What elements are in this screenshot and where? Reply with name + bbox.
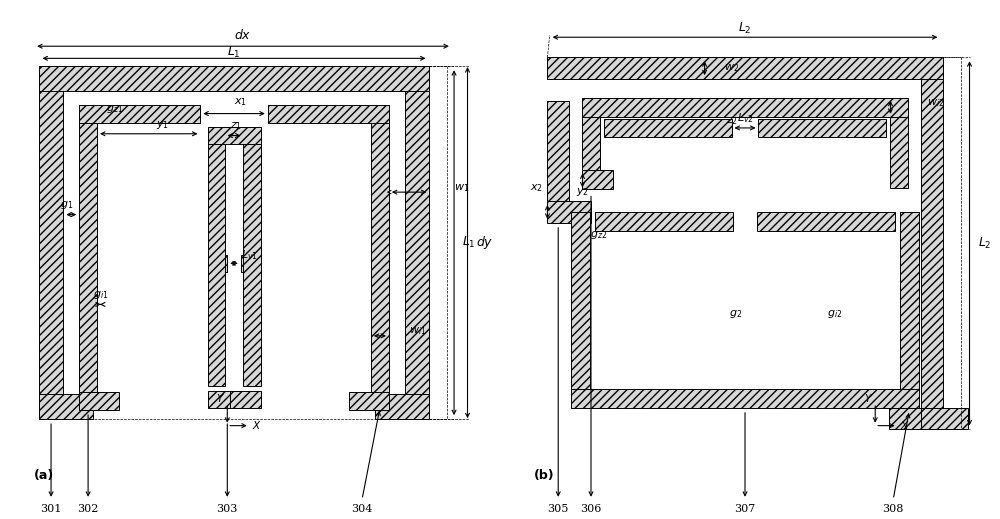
Bar bbox=[225, 255, 227, 272]
Text: $g_{i1}$: $g_{i1}$ bbox=[93, 289, 108, 301]
Text: 303: 303 bbox=[217, 504, 238, 514]
Text: $X$: $X$ bbox=[252, 419, 261, 431]
Bar bbox=[758, 119, 886, 137]
Bar bbox=[405, 91, 429, 394]
Bar bbox=[604, 119, 732, 137]
Bar bbox=[900, 212, 919, 389]
Bar bbox=[547, 101, 569, 201]
Text: $L_2$: $L_2$ bbox=[978, 236, 992, 251]
Text: $L_2$: $L_2$ bbox=[738, 21, 752, 36]
Text: $Y$: $Y$ bbox=[864, 392, 873, 404]
Text: $g_{i2}$: $g_{i2}$ bbox=[827, 308, 842, 320]
Text: $g_{z2}$: $g_{z2}$ bbox=[590, 229, 607, 241]
Bar bbox=[39, 66, 429, 91]
Text: $L_{v2}$: $L_{v2}$ bbox=[737, 111, 753, 125]
Bar bbox=[571, 212, 590, 389]
Text: $L_1$: $L_1$ bbox=[462, 235, 475, 250]
Bar bbox=[349, 392, 389, 410]
Text: (b): (b) bbox=[534, 469, 555, 482]
Bar bbox=[208, 127, 261, 144]
Bar bbox=[547, 201, 591, 223]
Bar bbox=[375, 394, 429, 419]
Text: 302: 302 bbox=[77, 504, 99, 514]
Bar bbox=[79, 392, 119, 410]
Text: $L_{v1}$: $L_{v1}$ bbox=[241, 248, 258, 262]
Text: $g_2$: $g_2$ bbox=[729, 308, 743, 320]
Text: 301: 301 bbox=[40, 504, 62, 514]
Bar bbox=[243, 144, 261, 386]
Text: $z_1$: $z_1$ bbox=[230, 120, 242, 132]
Text: $w_2$: $w_2$ bbox=[724, 62, 739, 74]
Text: 308: 308 bbox=[882, 504, 904, 514]
Text: 306: 306 bbox=[580, 504, 602, 514]
Bar bbox=[571, 389, 919, 408]
Bar bbox=[889, 408, 943, 429]
Bar bbox=[921, 79, 943, 408]
Text: $x_2$: $x_2$ bbox=[530, 182, 543, 194]
Bar bbox=[241, 255, 243, 272]
Text: $z_2$: $z_2$ bbox=[726, 115, 738, 127]
Bar bbox=[230, 391, 261, 408]
Bar bbox=[582, 98, 908, 117]
Bar bbox=[921, 408, 968, 429]
Text: $w_1$: $w_1$ bbox=[454, 182, 469, 194]
Bar bbox=[757, 212, 895, 231]
Bar bbox=[39, 394, 93, 419]
Bar bbox=[595, 212, 733, 231]
Bar bbox=[890, 117, 908, 188]
Text: $w_{i1}$: $w_{i1}$ bbox=[409, 325, 427, 337]
Text: $dy$: $dy$ bbox=[476, 234, 494, 251]
Text: $y_2$: $y_2$ bbox=[576, 186, 589, 198]
Bar bbox=[582, 117, 600, 170]
Text: $w_{i2}$: $w_{i2}$ bbox=[927, 97, 944, 108]
Bar bbox=[79, 122, 97, 392]
Text: $g_1$: $g_1$ bbox=[60, 199, 73, 211]
Text: (a): (a) bbox=[34, 469, 54, 482]
Bar bbox=[79, 105, 200, 122]
Text: $Y$: $Y$ bbox=[216, 392, 225, 404]
Bar bbox=[208, 391, 238, 408]
Text: $L_1$: $L_1$ bbox=[227, 45, 241, 60]
Bar bbox=[39, 91, 63, 394]
Text: $g_{z1}$: $g_{z1}$ bbox=[106, 103, 124, 115]
Text: $dx$: $dx$ bbox=[234, 28, 252, 42]
Bar bbox=[371, 122, 389, 392]
Bar bbox=[208, 144, 225, 386]
Text: $x_1$: $x_1$ bbox=[234, 97, 247, 108]
Text: $y_1$: $y_1$ bbox=[156, 119, 169, 131]
Bar bbox=[582, 170, 613, 188]
Bar bbox=[268, 105, 389, 122]
Text: 304: 304 bbox=[351, 504, 373, 514]
Text: 307: 307 bbox=[734, 504, 756, 514]
Text: $X$: $X$ bbox=[900, 419, 909, 431]
Text: 305: 305 bbox=[548, 504, 569, 514]
Bar bbox=[547, 58, 943, 79]
